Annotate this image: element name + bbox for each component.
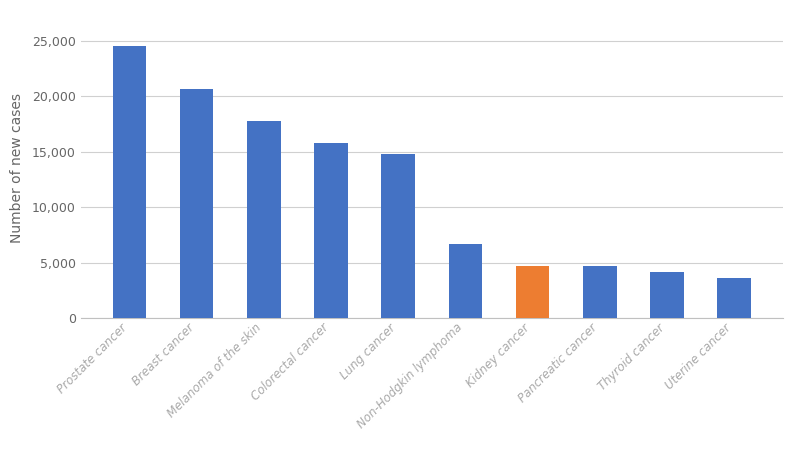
- Bar: [650, 271, 684, 318]
- Bar: [583, 266, 617, 318]
- Bar: [516, 266, 550, 318]
- Bar: [449, 244, 482, 318]
- Bar: [382, 154, 415, 318]
- Bar: [314, 143, 348, 318]
- Bar: [717, 278, 751, 318]
- Bar: [113, 46, 146, 318]
- Bar: [180, 88, 213, 318]
- Y-axis label: Number of new cases: Number of new cases: [10, 94, 23, 243]
- Bar: [247, 121, 281, 318]
